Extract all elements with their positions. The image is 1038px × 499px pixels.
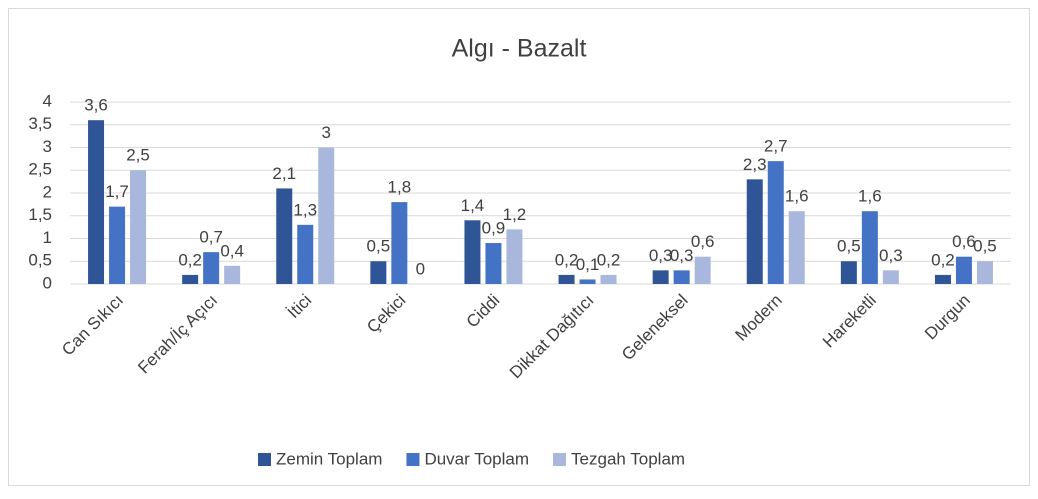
bar xyxy=(558,274,575,284)
bar xyxy=(955,256,972,284)
bar xyxy=(861,211,878,284)
bar xyxy=(652,270,669,284)
data-label: 2,3 xyxy=(743,155,767,174)
data-label: 0,5 xyxy=(973,237,997,256)
data-label: 2,7 xyxy=(764,137,788,156)
legend-swatch xyxy=(258,453,271,466)
y-tick-label: 0,5 xyxy=(28,251,52,270)
data-label: 0 xyxy=(416,259,425,278)
y-tick-label: 2 xyxy=(43,182,52,201)
data-label: 3 xyxy=(322,123,331,142)
bar xyxy=(882,270,899,284)
data-label: 0,5 xyxy=(837,237,861,256)
data-label: 1,8 xyxy=(388,178,412,197)
bar xyxy=(767,161,784,284)
data-label: 2,1 xyxy=(272,164,296,183)
bar xyxy=(694,256,711,284)
y-tick-label: 3 xyxy=(43,137,52,156)
chart-title: Algı - Bazalt xyxy=(452,35,587,63)
legend-swatch xyxy=(406,453,420,466)
bar xyxy=(370,261,387,284)
data-label: 0,3 xyxy=(649,246,673,265)
bar xyxy=(391,202,408,284)
bar xyxy=(203,252,220,284)
bar xyxy=(976,261,993,284)
bar xyxy=(788,211,805,284)
y-tick-label: 0 xyxy=(43,273,52,292)
data-label: 0,6 xyxy=(691,232,715,251)
y-tick-label: 3,5 xyxy=(28,114,52,133)
legend-swatch xyxy=(553,453,567,466)
bar xyxy=(182,274,199,284)
data-label: 3,6 xyxy=(84,96,108,115)
legend-label: Tezgah Toplam xyxy=(571,449,685,468)
data-label: 1,3 xyxy=(293,200,317,219)
data-label: 0,6 xyxy=(952,232,976,251)
data-label: 1,6 xyxy=(858,187,882,206)
y-tick-label: 1,5 xyxy=(28,205,52,224)
y-tick-label: 2,5 xyxy=(28,160,52,179)
bar xyxy=(88,120,105,284)
bar xyxy=(579,279,596,284)
data-label: 0,3 xyxy=(670,246,694,265)
y-tick-label: 1 xyxy=(43,228,52,247)
data-label: 0,2 xyxy=(555,250,579,269)
bar xyxy=(224,265,241,284)
bar xyxy=(297,224,314,284)
data-label: 1,7 xyxy=(105,182,129,201)
bar xyxy=(506,229,523,284)
bar xyxy=(130,170,147,284)
data-label: 0,3 xyxy=(879,246,903,265)
data-label: 0,4 xyxy=(220,241,244,260)
y-tick-label: 4 xyxy=(43,91,52,110)
bar xyxy=(840,261,857,284)
data-label: 0,5 xyxy=(367,237,391,256)
data-label: 1,4 xyxy=(461,196,485,215)
bar xyxy=(318,147,335,284)
bar xyxy=(600,274,617,284)
data-label: 0,2 xyxy=(597,250,621,269)
data-label: 1,6 xyxy=(785,187,809,206)
legend-label: Duvar Toplam xyxy=(424,449,529,468)
data-label: 0,1 xyxy=(576,255,600,274)
bar xyxy=(109,206,126,284)
data-label: 0,2 xyxy=(178,250,202,269)
data-label: 2,5 xyxy=(126,146,150,165)
bar xyxy=(934,274,951,284)
bar xyxy=(276,188,293,284)
bar xyxy=(673,270,690,284)
bar xyxy=(464,220,481,284)
data-label: 0,2 xyxy=(931,250,955,269)
bar xyxy=(746,179,763,284)
data-label: 0,9 xyxy=(482,219,506,238)
legend-label: Zemin Toplam xyxy=(276,449,382,468)
bar xyxy=(485,243,502,284)
data-label: 1,2 xyxy=(503,205,527,224)
data-label: 0,7 xyxy=(199,228,223,247)
